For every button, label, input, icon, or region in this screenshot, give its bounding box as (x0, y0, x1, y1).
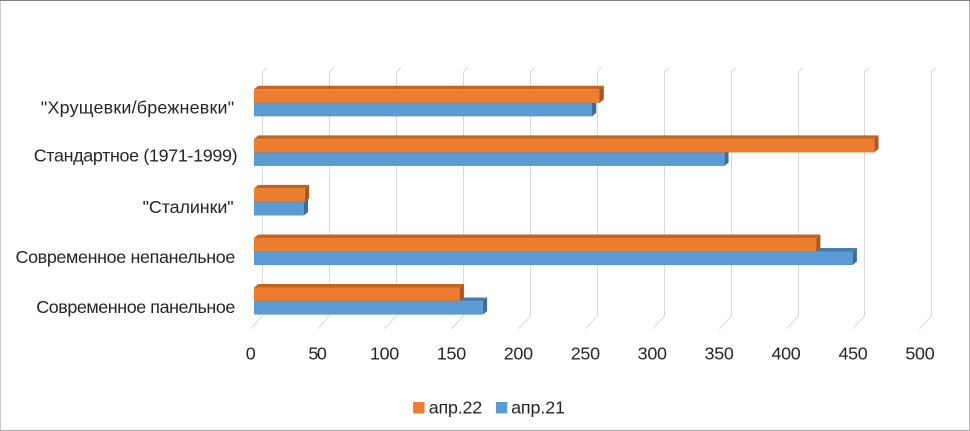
svg-text:300: 300 (638, 344, 667, 364)
svg-text:350: 350 (705, 344, 734, 364)
svg-text:500: 500 (905, 344, 934, 364)
svg-text:400: 400 (771, 344, 800, 364)
svg-text:Современное панельное: Современное панельное (36, 297, 235, 317)
svg-text:450: 450 (838, 344, 867, 364)
svg-text:"Сталинки": "Сталинки" (143, 197, 234, 217)
svg-text:Стандартное (1971-1999): Стандартное (1971-1999) (34, 146, 238, 166)
svg-text:100: 100 (370, 344, 399, 364)
svg-text:Современное непанельное: Современное непанельное (16, 247, 236, 267)
svg-text:200: 200 (504, 344, 533, 364)
svg-text:апр.21: апр.21 (511, 397, 565, 417)
svg-text:"Хрущевки/брежневки": "Хрущевки/брежневки" (41, 98, 234, 118)
svg-text:50: 50 (308, 344, 326, 364)
svg-text:апр.22: апр.22 (429, 397, 482, 417)
svg-text:0: 0 (246, 344, 256, 364)
svg-text:150: 150 (437, 344, 466, 364)
svg-text:250: 250 (571, 344, 600, 364)
